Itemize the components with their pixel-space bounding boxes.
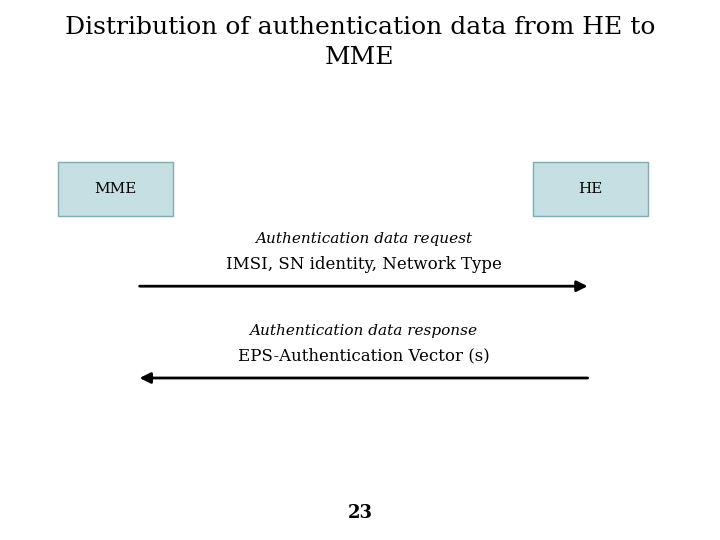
Text: Distribution of authentication data from HE to
MME: Distribution of authentication data from… [65, 16, 655, 69]
Text: Authentication data response: Authentication data response [250, 323, 477, 338]
Text: HE: HE [578, 182, 603, 196]
Text: Authentication data request: Authentication data request [255, 232, 472, 246]
FancyBboxPatch shape [58, 162, 173, 216]
Text: 23: 23 [348, 504, 372, 522]
Text: EPS-Authentication Vector (s): EPS-Authentication Vector (s) [238, 348, 490, 364]
FancyBboxPatch shape [533, 162, 648, 216]
Text: IMSI, SN identity, Network Type: IMSI, SN identity, Network Type [225, 256, 502, 273]
Text: MME: MME [94, 182, 136, 196]
